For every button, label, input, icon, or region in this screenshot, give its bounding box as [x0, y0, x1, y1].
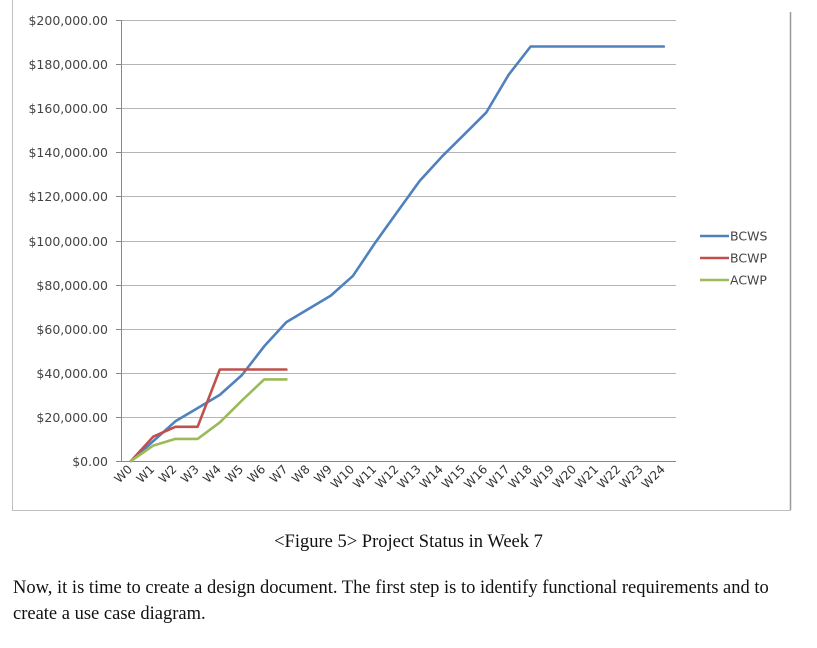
x-tick-label: W5: [222, 462, 246, 486]
x-tick-label: W7: [267, 462, 291, 486]
y-tick-label: $60,000.00: [36, 322, 108, 337]
x-tick-label: W20: [550, 462, 579, 491]
x-tick-labels: W0W1W2W3W4W5W6W7W8W9W10W11W12W13W14W15W1…: [111, 462, 667, 491]
axes: [116, 20, 676, 462]
x-tick-label: W19: [528, 462, 557, 491]
y-tick-label: $200,000.00: [28, 13, 108, 28]
y-tick-label: $80,000.00: [36, 278, 108, 293]
x-tick-label: W8: [289, 462, 313, 486]
x-tick-label: W0: [111, 462, 135, 486]
x-tick-label: W23: [617, 462, 646, 491]
legend-label-bcwp: BCWP: [730, 251, 767, 266]
y-tick-label: $120,000.00: [28, 189, 108, 204]
chart-frame: $0.00 $20,000.00 $40,000.00 $60,000.00 $80,0…: [12, 0, 792, 512]
y-tick-labels: $0.00 $20,000.00 $40,000.00 $60,000.00 $80,0…: [28, 13, 108, 469]
x-tick-label: W10: [328, 462, 357, 491]
legend-label-acwp: ACWP: [730, 273, 767, 288]
body-paragraph: Now, it is time to create a design docum…: [13, 578, 769, 624]
figure-caption: <Figure 5> Project Status in Week 7: [274, 532, 543, 552]
x-tick-label: W3: [178, 462, 202, 486]
series-line-bcws: [129, 45, 666, 463]
x-tick-label: W13: [395, 462, 424, 491]
x-tick-label: W18: [506, 462, 535, 491]
series-line-bcwp: [129, 368, 288, 463]
x-tick-label: W4: [200, 462, 224, 486]
series-lines: [129, 45, 666, 463]
x-tick-label: W22: [594, 462, 623, 491]
x-tick-label: W1: [134, 462, 158, 486]
x-tick-label: W24: [639, 462, 668, 491]
x-tick-label: W16: [461, 462, 490, 491]
x-tick-label: W12: [372, 462, 401, 491]
series-line-acwp: [129, 378, 288, 463]
x-tick-label: W15: [439, 462, 468, 491]
y-tick-label: $40,000.00: [36, 366, 108, 381]
y-tick-label: $100,000.00: [28, 234, 108, 249]
y-tick-label: $0.00: [72, 454, 108, 469]
x-tick-label: W17: [483, 462, 512, 491]
x-tick-label: W21: [572, 462, 601, 491]
x-tick-label: W14: [417, 462, 446, 491]
legend: BCWS BCWP ACWP: [700, 229, 767, 288]
grid-lines: [121, 20, 676, 418]
y-tick-label: $140,000.00: [28, 145, 108, 160]
y-tick-label: $180,000.00: [28, 57, 108, 72]
x-tick-label: W2: [156, 462, 180, 486]
y-tick-label: $160,000.00: [28, 101, 108, 116]
x-tick-label: W11: [350, 462, 379, 491]
legend-label-bcws: BCWS: [730, 229, 767, 244]
y-tick-label: $20,000.00: [36, 410, 108, 425]
line-chart: $0.00 $20,000.00 $40,000.00 $60,000.00 $80,0…: [12, 0, 792, 511]
x-tick-label: W6: [245, 462, 269, 486]
